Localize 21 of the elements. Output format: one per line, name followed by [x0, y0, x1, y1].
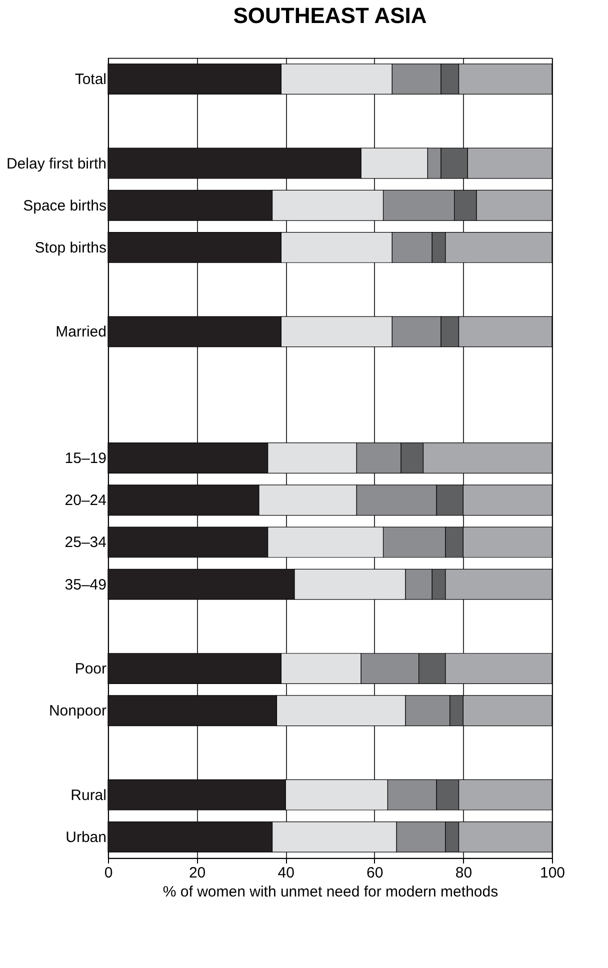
- y-tick-label: 20–24: [64, 492, 106, 510]
- x-axis-title: % of women with unmet need for modern methods: [162, 884, 498, 900]
- y-tick-label: Total: [74, 71, 106, 88]
- y-tick-label: Poor: [74, 660, 106, 678]
- y-tick-label: Stop births: [34, 239, 106, 256]
- y-tick-label: Rural: [70, 786, 106, 804]
- x-tick-label: 40: [278, 864, 294, 882]
- y-tick-label: Married: [56, 324, 106, 341]
- y-tick-label: Nonpoor: [48, 702, 106, 720]
- y-tick-label: 35–49: [64, 576, 106, 594]
- x-tick-label: 0: [104, 864, 113, 882]
- x-tick-label: 20: [188, 864, 206, 882]
- y-tick-label: 15–19: [64, 450, 106, 467]
- y-tick-label: Delay first birth: [6, 155, 106, 172]
- x-tick-label: 80: [455, 864, 472, 882]
- y-tick-label: Urban: [66, 828, 106, 846]
- x-tick-label: 100: [540, 864, 566, 882]
- x-tick-label: 60: [366, 864, 384, 882]
- y-tick-label: 25–34: [64, 534, 106, 552]
- y-tick-label: Space births: [23, 197, 106, 214]
- chart-title: SOUTHEAST ASIA: [233, 3, 427, 28]
